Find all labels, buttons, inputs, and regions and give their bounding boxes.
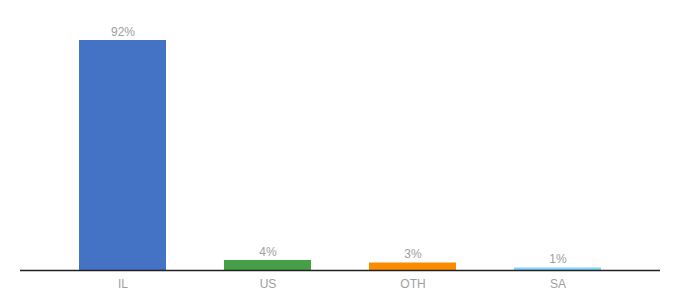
svg-text:1%: 1% — [549, 252, 567, 266]
svg-text:US: US — [260, 277, 277, 291]
svg-text:3%: 3% — [404, 247, 422, 261]
svg-text:92%: 92% — [111, 25, 135, 39]
svg-text:4%: 4% — [259, 245, 277, 259]
svg-text:OTH: OTH — [400, 277, 425, 291]
svg-text:IL: IL — [118, 277, 128, 291]
svg-text:SA: SA — [550, 277, 566, 291]
